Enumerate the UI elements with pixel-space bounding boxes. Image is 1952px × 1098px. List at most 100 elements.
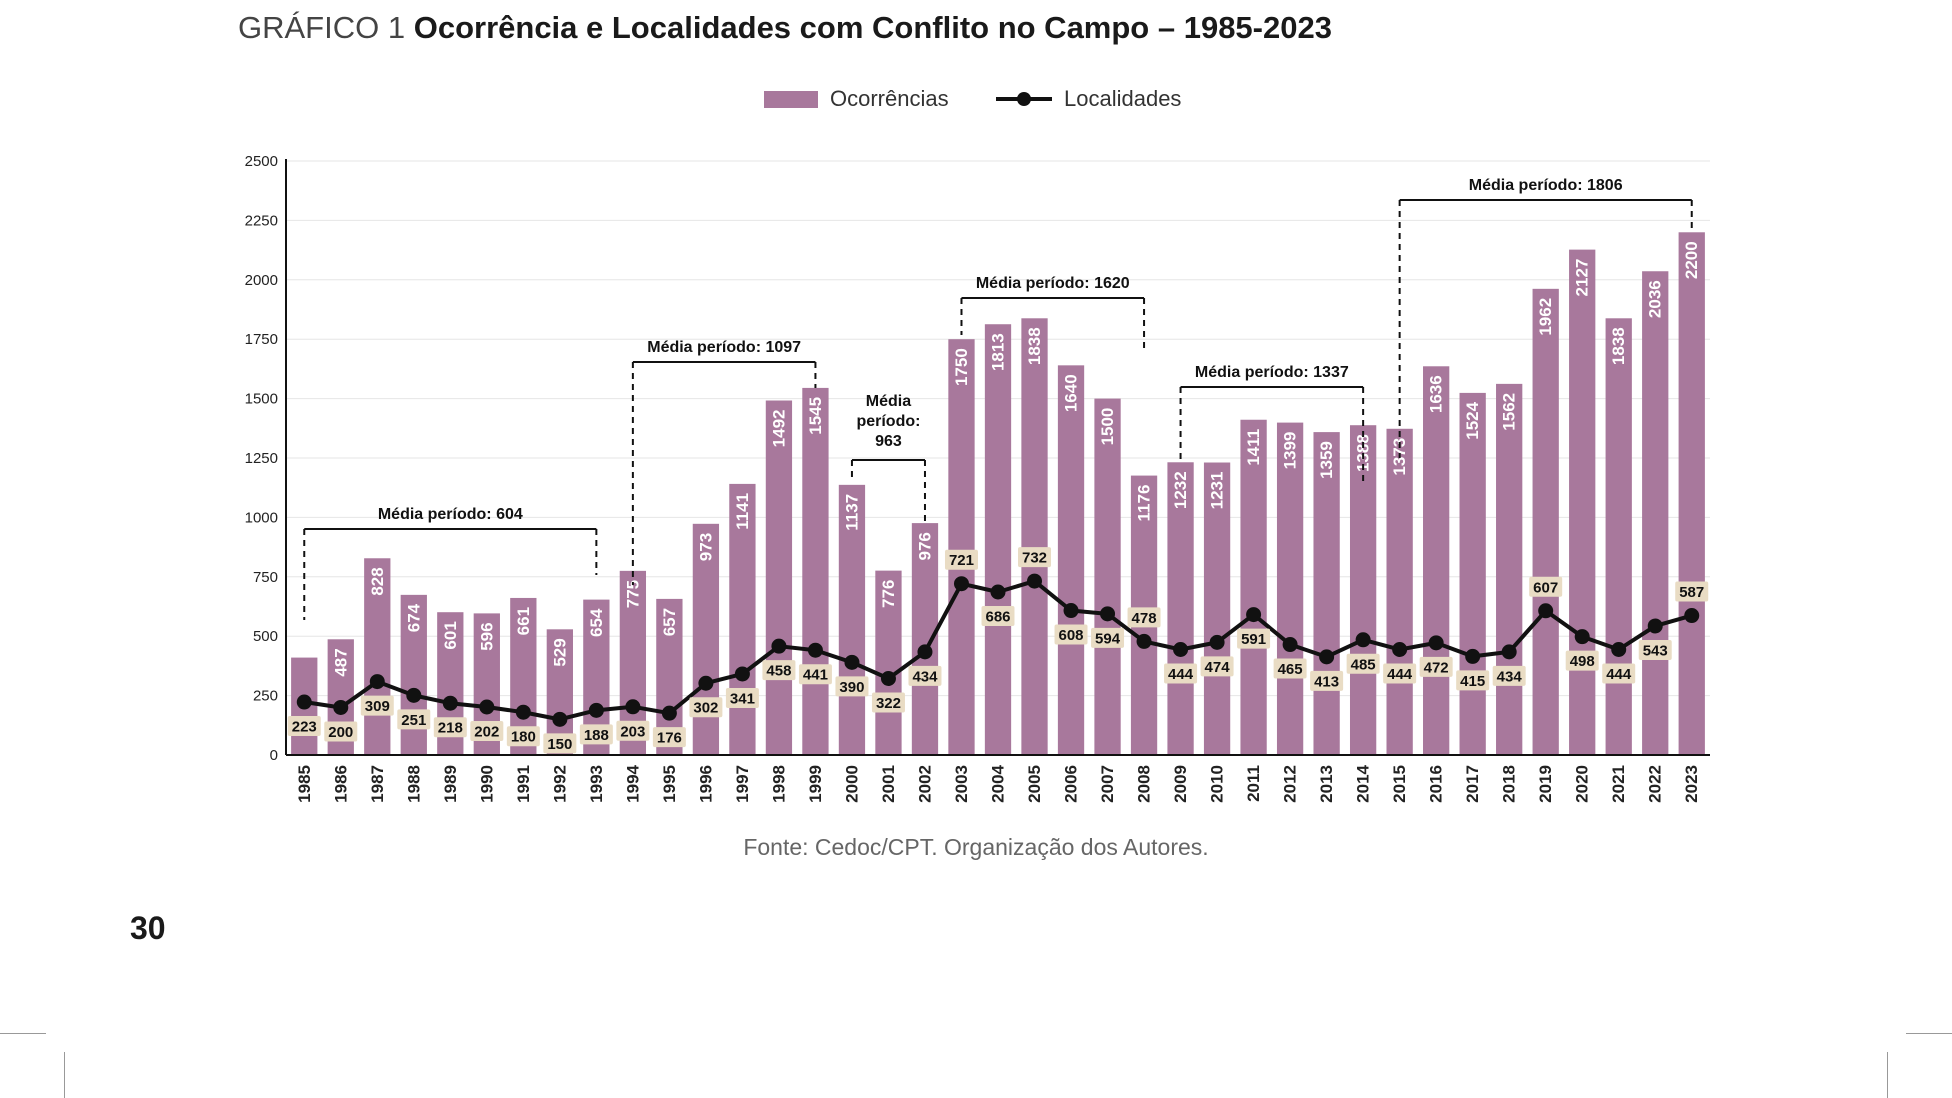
localidades-point xyxy=(369,674,385,690)
period-average-label: Média período: 1806 xyxy=(1469,177,1623,194)
line-value-label-bg xyxy=(1164,663,1198,684)
bar-value-label: 2127 xyxy=(1573,259,1592,297)
localidades-point xyxy=(1282,637,1298,653)
x-tick-label: 2016 xyxy=(1427,765,1446,803)
localidades-point xyxy=(515,704,531,720)
line-value-label-bg xyxy=(835,676,869,697)
bar-value-label: 1636 xyxy=(1427,375,1446,413)
line-value-label: 434 xyxy=(912,668,938,685)
localidades-point xyxy=(1501,644,1517,660)
bar xyxy=(875,570,902,755)
x-tick-label: 2017 xyxy=(1463,765,1482,803)
line-value-label-bg xyxy=(433,717,467,738)
crop-mark-left xyxy=(0,1033,46,1034)
x-tick-label: 1994 xyxy=(623,764,642,802)
legend-item-ocorrencias: Ocorrências xyxy=(764,86,949,112)
chart-title-prefix: GRÁFICO 1 xyxy=(238,10,406,45)
line-value-label: 434 xyxy=(1497,668,1523,685)
line-value-label-bg xyxy=(871,692,905,713)
x-tick-label: 1999 xyxy=(806,765,825,803)
line-value-label: 150 xyxy=(547,736,572,753)
bar xyxy=(1678,232,1705,755)
bar-value-label: 1813 xyxy=(989,333,1008,371)
line-value-label-bg xyxy=(762,660,796,681)
y-tick-label: 250 xyxy=(253,688,278,705)
x-tick-label: 2021 xyxy=(1609,765,1628,803)
line-value-label-bg xyxy=(1529,576,1563,597)
localidades-point xyxy=(1173,642,1189,658)
localidades-point xyxy=(296,694,312,710)
localidades-point xyxy=(479,699,495,715)
line-value-label: 591 xyxy=(1241,631,1266,648)
bar xyxy=(1496,383,1523,755)
bar-value-label: 2036 xyxy=(1646,280,1665,318)
crop-mark-right xyxy=(1906,1033,1952,1034)
line-value-label-bg xyxy=(506,726,540,747)
line-value-label-bg xyxy=(360,695,394,716)
x-tick-label: 1987 xyxy=(368,765,387,803)
line-value-label: 594 xyxy=(1095,630,1121,647)
bar xyxy=(364,558,391,755)
x-tick-label: 1998 xyxy=(769,765,788,803)
x-tick-label: 2018 xyxy=(1500,765,1519,803)
localidades-point xyxy=(990,584,1006,600)
line-value-label-bg xyxy=(1638,639,1672,660)
localidades-point xyxy=(953,576,969,592)
line-value-label: 441 xyxy=(803,667,828,684)
legend-label-ocorrencias: Ocorrências xyxy=(830,86,949,111)
line-value-label-bg xyxy=(1310,670,1344,691)
line-value-label: 444 xyxy=(1606,666,1632,683)
x-tick-label: 2010 xyxy=(1208,765,1227,803)
x-tick-label: 1988 xyxy=(404,765,423,803)
line-value-label-bg xyxy=(725,687,759,708)
line-value-label-bg xyxy=(1237,628,1271,649)
line-value-label-bg xyxy=(1346,653,1380,674)
line-value-label: 218 xyxy=(438,720,463,737)
y-tick-label: 2000 xyxy=(245,272,278,289)
period-average-label: Média período: 1337 xyxy=(1195,364,1349,381)
bar xyxy=(1276,422,1304,755)
line-value-label: 732 xyxy=(1022,550,1047,567)
line-value-label-bg xyxy=(1018,547,1052,568)
chart-legend: Ocorrências Localidades xyxy=(0,86,1952,126)
line-value-label: 415 xyxy=(1460,673,1485,690)
x-tick-label: 2012 xyxy=(1281,765,1300,803)
bar-value-label: 1545 xyxy=(806,397,825,435)
localidades-point xyxy=(661,705,677,721)
localidades-point xyxy=(734,666,750,682)
bar xyxy=(1532,288,1559,755)
localidades-point xyxy=(880,670,896,686)
localidades-point xyxy=(1209,634,1225,650)
bar-value-label: 1411 xyxy=(1244,429,1263,466)
bar-value-label: 657 xyxy=(660,608,679,636)
bar xyxy=(1057,365,1085,755)
bar-value-label: 1640 xyxy=(1062,374,1081,412)
x-tick-label: 2009 xyxy=(1171,765,1190,803)
line-value-label: 472 xyxy=(1424,659,1449,676)
line-value-label: 309 xyxy=(365,698,390,715)
localidades-point xyxy=(552,711,568,727)
x-tick-label: 1986 xyxy=(331,765,350,803)
line-value-label-bg xyxy=(981,606,1015,627)
x-tick-label: 2011 xyxy=(1244,765,1263,802)
bar-value-label: 1141 xyxy=(733,493,752,530)
line-value-label-bg xyxy=(1127,607,1161,628)
x-tick-label: 2022 xyxy=(1646,765,1665,803)
x-tick-label: 1985 xyxy=(295,765,314,803)
bar-value-label: 1962 xyxy=(1536,298,1555,336)
x-tick-label: 2008 xyxy=(1135,765,1154,803)
localidades-point xyxy=(406,687,422,703)
y-tick-label: 2250 xyxy=(245,212,278,229)
localidades-point xyxy=(1136,633,1152,649)
bar-value-label: 1176 xyxy=(1135,485,1154,522)
y-tick-label: 1500 xyxy=(245,391,278,408)
line-value-label-bg xyxy=(798,664,832,685)
line-value-label-bg xyxy=(652,727,686,748)
bar-value-label: 1500 xyxy=(1098,408,1117,446)
page-number: 30 xyxy=(130,910,166,946)
period-average-label: Média período: 604 xyxy=(378,506,523,523)
line-value-label: 203 xyxy=(620,723,645,740)
bar xyxy=(1459,392,1486,755)
y-tick-label: 1000 xyxy=(245,509,278,526)
y-tick-label: 0 xyxy=(270,747,278,764)
